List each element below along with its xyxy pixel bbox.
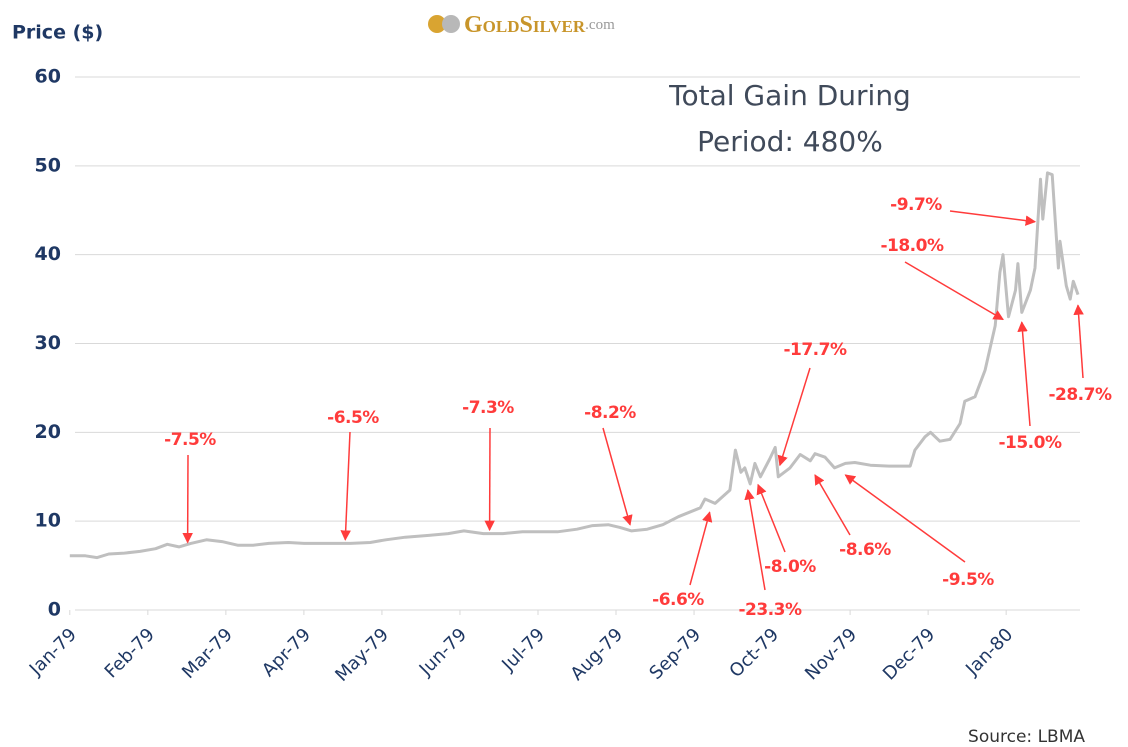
annotation-label: -18.0%	[880, 236, 943, 256]
annotation-arrow	[1073, 304, 1084, 379]
y-tick-label: 50	[35, 154, 61, 176]
logo-suffix: .com	[585, 17, 615, 33]
annotation-label: -6.6%	[652, 590, 704, 610]
annotation-label: -17.7%	[783, 340, 846, 360]
annotation-arrow	[744, 489, 766, 591]
annotation-label: -28.7%	[1048, 385, 1111, 405]
y-tick-label: 60	[35, 66, 61, 88]
annotation-label: -7.5%	[164, 430, 216, 450]
x-tick-label: Jul-79	[497, 624, 549, 676]
logo: GoldSilver.com	[428, 12, 615, 38]
annotation-label: -8.2%	[584, 403, 636, 423]
annotation-arrow	[814, 474, 851, 536]
headline: Total Gain During	[668, 79, 911, 112]
y-tick-label: 10	[35, 510, 61, 532]
annotation-arrow	[602, 427, 633, 526]
x-tick-label: Apr-79	[258, 624, 315, 681]
logo-coin	[442, 15, 460, 33]
annotation-label: -8.6%	[839, 540, 891, 560]
headline: Period: 480%	[697, 125, 883, 158]
y-tick-label: 20	[35, 421, 61, 443]
annotation-arrow	[949, 210, 1037, 226]
logo-main: GoldSilver	[464, 12, 586, 38]
y-tick-label: 0	[48, 599, 61, 621]
logo-text: GoldSilver.com	[464, 12, 615, 38]
x-tick-label: Jan-79	[25, 624, 81, 680]
x-tick-label: Sep-79	[645, 624, 705, 684]
y-tick-label: 30	[35, 332, 61, 354]
annotation-arrow	[1017, 321, 1031, 427]
annotation-label: -9.7%	[890, 195, 942, 215]
annotation-label: -9.5%	[942, 570, 994, 590]
y-axis-label: Price ($)	[12, 22, 103, 44]
annotation-arrow	[689, 511, 713, 586]
x-tick-label: Oct-79	[725, 624, 783, 682]
logo-coin	[428, 15, 446, 33]
source: Source: LBMA	[968, 727, 1085, 747]
x-tick-label: Jun-79	[415, 624, 471, 680]
annotation-label: -23.3%	[738, 600, 801, 620]
x-tick-label: Nov-79	[801, 624, 861, 684]
annotation-label: -6.5%	[327, 408, 379, 428]
annotation-arrow	[844, 474, 966, 563]
annotation-arrow	[904, 261, 1004, 321]
annotation-arrow	[756, 483, 786, 553]
annotation-arrow	[340, 431, 351, 541]
x-tick-label: Feb-79	[101, 624, 159, 682]
annotation-label: -7.3%	[462, 398, 514, 418]
x-tick-label: Aug-79	[567, 624, 627, 684]
x-tick-label: Dec-79	[879, 624, 939, 684]
annotation-label: -15.0%	[998, 433, 1061, 453]
x-tick-label: Jan-80	[961, 624, 1017, 680]
y-tick-label: 40	[35, 243, 61, 265]
x-tick-label: May-79	[331, 624, 393, 686]
annotation-label: -8.0%	[764, 557, 816, 577]
annotation-arrow	[777, 367, 811, 467]
x-tick-label: Mar-79	[178, 624, 237, 683]
price-line	[69, 171, 1080, 560]
